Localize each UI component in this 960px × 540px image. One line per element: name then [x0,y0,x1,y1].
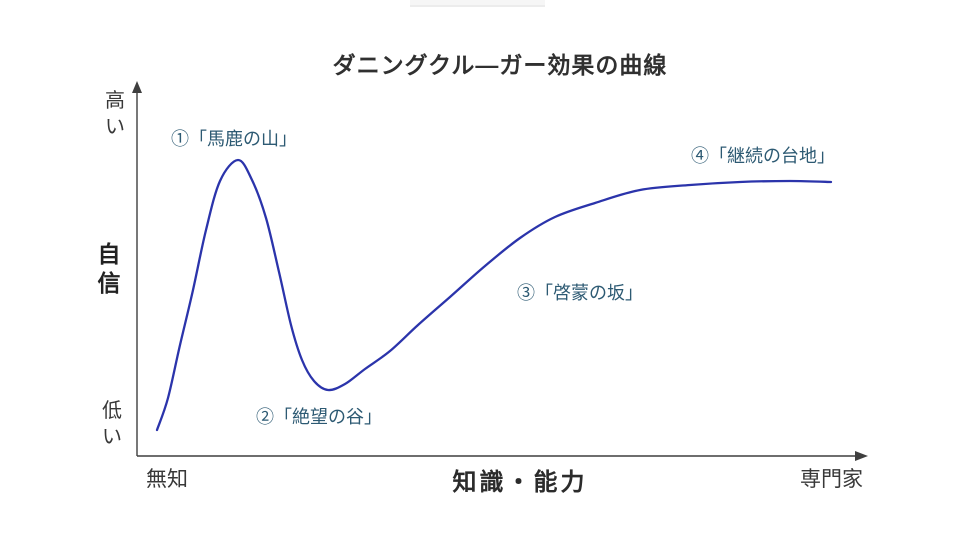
annotation-plateau-of-sustainability: ④「継続の台地」 [691,146,835,166]
y-axis-title: 自信 [97,241,121,296]
x-axis-left-label: 無知 [146,468,188,491]
top-edge-artifact [410,0,545,7]
y-axis-high-label: 高い [105,90,125,138]
y-axis-low-label: 低い [102,400,122,448]
chart-title: ダニングクル―ガー効果の曲線 [332,52,668,78]
x-axis-arrowhead [855,451,868,461]
annotation-slope-of-enlightenment: ③「啓蒙の坂」 [517,283,643,303]
annotation-mount-stupid: ①「馬鹿の山」 [171,129,297,149]
confidence-curve [155,158,833,432]
y-axis-arrowhead [132,81,142,93]
annotation-valley-of-despair: ②「絶望の谷」 [256,407,382,427]
x-axis-title: 知識・能力 [452,469,588,496]
x-axis-right-label: 専門家 [800,468,863,491]
